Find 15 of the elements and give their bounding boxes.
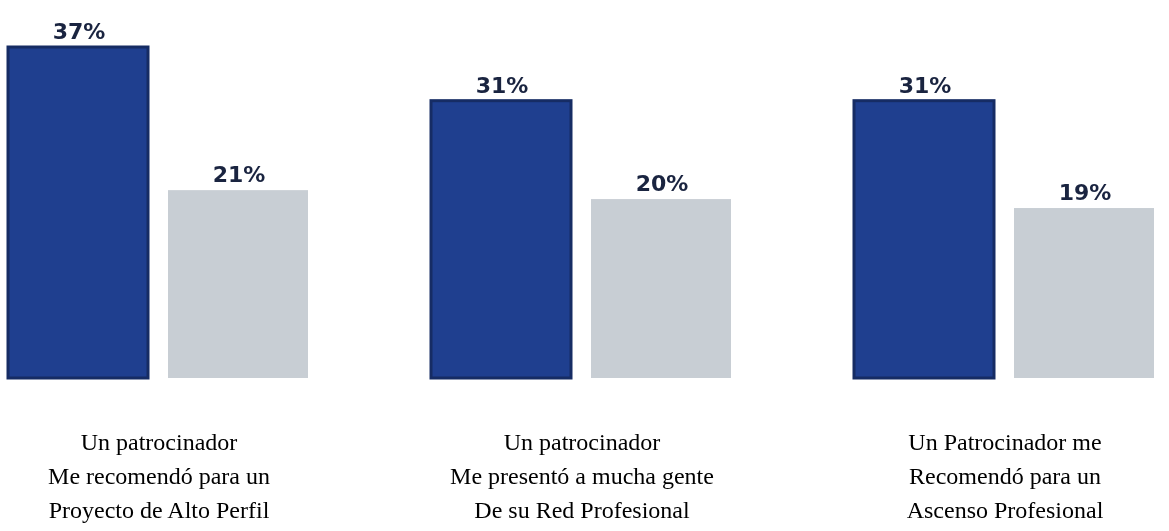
bar: [429, 99, 573, 380]
bar: [1014, 208, 1154, 378]
data-label: 31%: [475, 72, 529, 98]
data-label: 37%: [52, 19, 106, 44]
bar: [852, 99, 996, 380]
bar: [6, 45, 150, 380]
data-label: 31%: [898, 72, 952, 98]
x-tick-label: Un patrocinador Me presentó a mucha gente De su Red Profesional: [450, 429, 714, 523]
x-tick-label: Un Patrocinador me Recomendó para un Ascenso Profesional: [906, 429, 1104, 523]
data-label: 21%: [212, 162, 266, 188]
bar: [591, 199, 731, 378]
bar: [168, 190, 308, 378]
x-tick-label: Un patrocinador Me recomendó para un Proyecto de Alto Perfil: [48, 429, 270, 523]
data-label: 20%: [635, 171, 689, 197]
data-label: 19%: [1058, 180, 1112, 206]
